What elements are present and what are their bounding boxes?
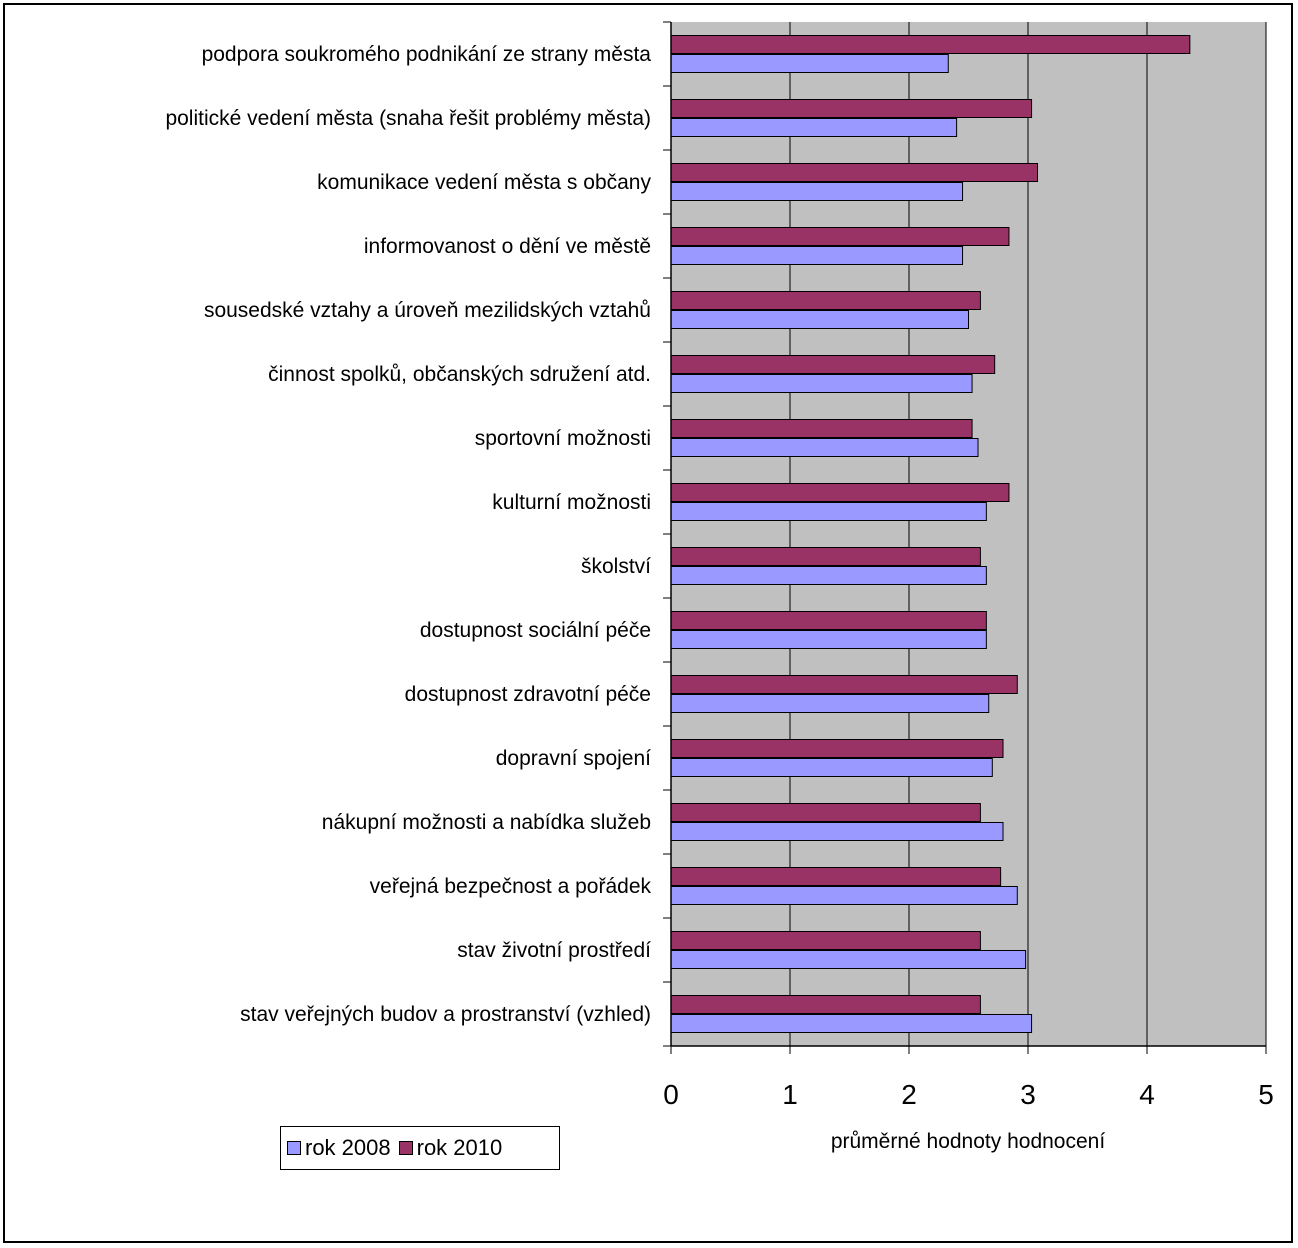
bar-rok-2008 — [670, 758, 993, 777]
bar-rok-2008 — [670, 246, 964, 265]
legend-item: rok 2008 — [287, 1135, 391, 1161]
legend-swatch — [287, 1141, 301, 1155]
bar-rok-2010 — [670, 483, 1010, 502]
category-label: školství — [581, 555, 651, 578]
category-label: stav životní prostředí — [457, 939, 651, 962]
bar-rok-2010 — [670, 739, 1004, 758]
category-label: dostupnost sociální péče — [420, 619, 651, 642]
category-label: stav veřejných budov a prostranství (vzh… — [240, 1003, 651, 1026]
bar-rok-2010 — [670, 99, 1033, 118]
x-tick-label: 1 — [782, 1079, 798, 1110]
bar-rok-2008 — [670, 310, 969, 329]
x-tick-label: 3 — [1020, 1079, 1036, 1110]
bar-rok-2008 — [670, 886, 1018, 905]
bar-rok-2010 — [670, 803, 981, 822]
legend: rok 2008 rok 2010 — [280, 1126, 560, 1170]
category-label: politické vedení města (snaha řešit prob… — [165, 107, 651, 130]
x-tick-label: 2 — [901, 1079, 917, 1110]
bar-rok-2008 — [670, 118, 958, 137]
legend-swatch — [398, 1141, 413, 1155]
category-label: dostupnost zdravotní péče — [405, 683, 651, 706]
bar-rok-2008 — [670, 502, 987, 521]
legend-label: rok 2008 — [305, 1135, 391, 1160]
category-label: sousedské vztahy a úroveň mezilidských v… — [204, 299, 651, 322]
bar-rok-2008 — [670, 566, 987, 585]
x-tick-label: 4 — [1139, 1079, 1155, 1110]
bar-rok-2010 — [670, 355, 996, 374]
category-label: komunikace vedení města s občany — [317, 171, 651, 194]
x-tick-label: 0 — [663, 1079, 679, 1110]
bar-rok-2008 — [670, 822, 1004, 841]
bar-rok-2010 — [670, 931, 981, 950]
bar-rok-2010 — [670, 163, 1039, 182]
bar-rok-2010 — [670, 867, 1002, 886]
bar-rok-2010 — [670, 611, 987, 630]
bar-rok-2010 — [670, 291, 981, 310]
bar-rok-2010 — [670, 35, 1191, 54]
category-label: podpora soukromého podnikání ze strany m… — [202, 43, 652, 66]
bar-rok-2008 — [670, 950, 1027, 969]
bar-rok-2010 — [670, 227, 1010, 246]
category-label: informovanost o dění ve městě — [364, 235, 651, 258]
bar-rok-2008 — [670, 630, 987, 649]
category-label: nákupní možnosti a nabídka služeb — [322, 811, 651, 834]
category-label: sportovní možnosti — [475, 427, 651, 450]
bar-rok-2010 — [670, 995, 981, 1014]
bar-rok-2008 — [670, 182, 964, 201]
legend-item: rok 2010 — [398, 1135, 503, 1161]
bar-rok-2008 — [670, 438, 979, 457]
category-label: činnost spolků, občanských sdružení atd. — [268, 363, 651, 386]
category-label: veřejná bezpečnost a pořádek — [370, 875, 652, 898]
category-label: kulturní možnosti — [492, 491, 651, 514]
bar-rok-2010 — [670, 675, 1018, 694]
bar-rok-2008 — [670, 374, 973, 393]
bar-rok-2010 — [670, 419, 973, 438]
bar-rok-2008 — [670, 1014, 1033, 1033]
x-axis-title: průměrné hodnoty hodnocení — [831, 1130, 1106, 1153]
x-tick-label: 5 — [1258, 1079, 1274, 1110]
legend-label: rok 2010 — [416, 1135, 503, 1160]
bar-rok-2008 — [670, 54, 949, 73]
bar-rok-2010 — [670, 547, 981, 566]
category-label: dopravní spojení — [496, 747, 651, 770]
bar-rok-2008 — [670, 694, 990, 713]
